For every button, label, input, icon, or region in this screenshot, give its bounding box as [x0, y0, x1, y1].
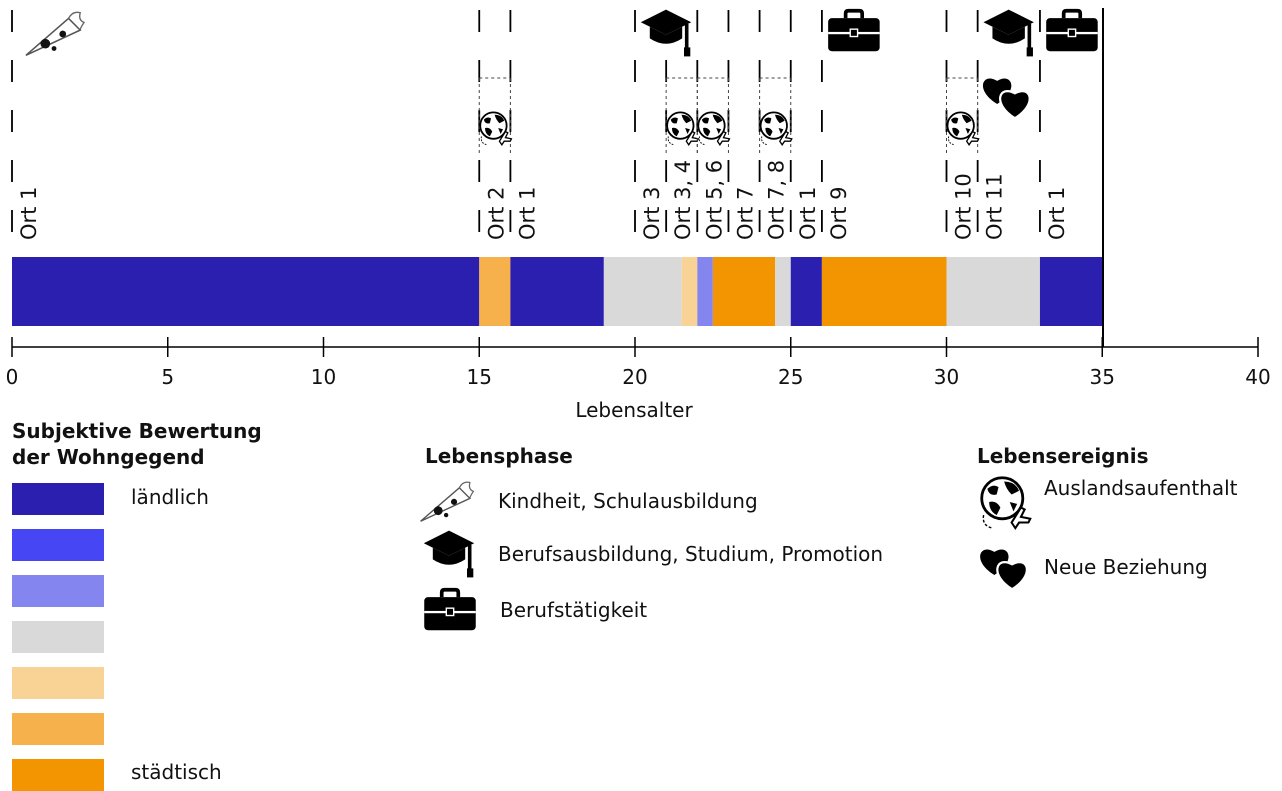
x-tick-label: 5 — [161, 365, 174, 389]
schultuete-icon — [418, 479, 476, 523]
x-tick-label: 30 — [934, 365, 959, 389]
x-tick-label: 15 — [467, 365, 492, 389]
rating-swatch-5 — [12, 667, 104, 699]
graduation-cap-icon — [422, 527, 476, 581]
legend-phase: Lebensphase — [425, 443, 573, 469]
rating-legend-title-line1: Subjektive Bewertung — [12, 419, 262, 443]
briefcase-icon — [826, 8, 882, 54]
rating-swatch-3 — [12, 575, 104, 607]
x-tick-label: 10 — [311, 365, 336, 389]
residence-segment — [603, 257, 682, 326]
place-label: Ort 1 — [17, 187, 41, 240]
place-label: Ort 10 — [952, 173, 976, 240]
schultuete-icon — [25, 11, 85, 57]
briefcase-icon — [1044, 8, 1100, 54]
residence-segment — [12, 257, 480, 326]
legend-rating: Subjektive Bewertung der Wohngegend — [12, 418, 372, 788]
graduation-cap-icon — [981, 7, 1036, 59]
residence-segment — [681, 257, 698, 326]
graduation-cap-icon — [639, 7, 693, 59]
globe-plane-icon — [946, 111, 980, 146]
phase-item-label: Berufsausbildung, Studium, Promotion — [498, 542, 884, 566]
place-label: Ort 2 — [484, 187, 508, 240]
globe-plane-icon — [666, 111, 700, 146]
event-item-abroad: Auslandsaufenthalt — [978, 472, 1238, 532]
rating-swatch-6 — [12, 713, 104, 745]
place-label: Ort 1 — [1045, 187, 1069, 240]
phase-item-label: Kindheit, Schulausbildung — [498, 489, 758, 513]
phase-item-schooling: Kindheit, Schulausbildung — [418, 478, 758, 524]
x-tick-label: 0 — [6, 365, 19, 389]
rating-swatch-2 — [12, 529, 104, 561]
place-label: Ort 1 — [515, 187, 539, 240]
place-label: Ort 1 — [796, 187, 820, 240]
place-label: Ort 7 — [733, 187, 757, 240]
residence-segment — [510, 257, 604, 326]
rating-high-label: städtisch — [131, 760, 222, 784]
globe-plane-icon — [978, 473, 1034, 531]
rating-swatch-4 — [12, 621, 104, 653]
residence-segment — [1039, 257, 1103, 326]
globe-plane-icon — [479, 111, 513, 146]
rating-swatch-1 — [12, 483, 104, 515]
x-tick-label: 20 — [622, 365, 647, 389]
legend-event: Lebensereignis — [977, 443, 1149, 469]
event-item-relationship: Neue Beziehung — [976, 542, 1208, 592]
rating-legend-title: Subjektive Bewertung der Wohngegend — [12, 418, 372, 470]
x-axis-label: Lebensalter — [575, 398, 693, 422]
phase-item-label: Berufstätigkeit — [500, 598, 648, 622]
residence-segment — [712, 257, 776, 326]
phase-item-work: Berufstätigkeit — [422, 586, 647, 634]
residence-segment — [821, 257, 947, 326]
residence-segment — [790, 257, 822, 326]
rating-low-label: ländlich — [131, 485, 209, 509]
hearts-icon — [981, 77, 1031, 120]
phase-legend-title: Lebensphase — [425, 444, 573, 468]
place-label: Ort 11 — [983, 173, 1007, 240]
x-tick-label: 40 — [1245, 365, 1270, 389]
residence-segment — [946, 257, 1040, 326]
place-label: Ort 3 — [640, 187, 664, 240]
event-item-label: Auslandsaufenthalt — [1044, 476, 1238, 500]
phase-item-education: Berufsausbildung, Studium, Promotion — [422, 528, 883, 580]
place-label: Ort 7, 8 — [765, 160, 789, 240]
globe-plane-icon — [697, 111, 731, 146]
event-item-label: Neue Beziehung — [1044, 555, 1208, 579]
globe-plane-icon — [759, 111, 793, 146]
place-label: Ort 5, 6 — [702, 160, 726, 240]
x-tick-label: 25 — [778, 365, 803, 389]
place-label: Ort 9 — [827, 187, 851, 240]
residence-segment — [479, 257, 511, 326]
x-tick-label: 35 — [1090, 365, 1115, 389]
residence-segment — [697, 257, 713, 326]
place-label: Ort 3, 4 — [671, 160, 695, 240]
briefcase-icon — [422, 587, 478, 633]
timeline-chart: Ort 1 Ort 2 Ort 1 Ort 3 Ort 3, 4 Ort 5, 6 Ort … — [6, 7, 1271, 422]
rating-legend-title-line2: der Wohngegend — [12, 445, 205, 469]
residence-segment — [775, 257, 791, 326]
hearts-icon — [976, 543, 1034, 591]
rating-swatch-7 — [12, 759, 104, 791]
event-legend-title: Lebensereignis — [977, 444, 1149, 468]
